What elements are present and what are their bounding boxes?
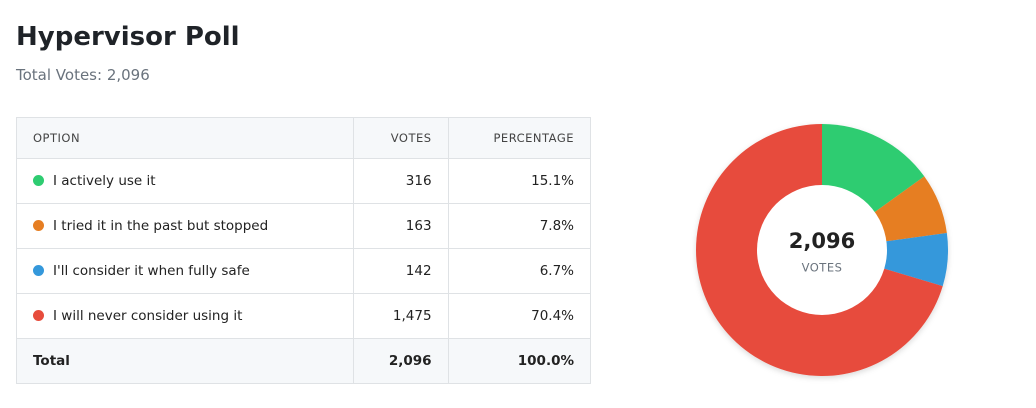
votes-cell: 142	[352, 248, 449, 294]
total-row: Total 2,096 100.0%	[16, 338, 592, 384]
title: Hypervisor Poll	[16, 22, 240, 52]
option-row: I actively use it 316 15.1%	[16, 158, 592, 204]
option-row: I'll consider it when fully safe 142 6.7%	[16, 248, 592, 294]
column-header: PERCENTAGE	[447, 117, 592, 159]
percentage-cell: 7.8%	[447, 203, 592, 249]
column-header: VOTES	[352, 117, 449, 159]
option-row: I tried it in the past but stopped 163 7.8…	[16, 203, 592, 249]
column-header: OPTION	[16, 117, 354, 159]
center-value: 2,096	[789, 229, 855, 253]
color-dot	[33, 220, 44, 231]
option-label: I actively use it	[53, 173, 156, 189]
percentage-cell: 15.1%	[447, 158, 592, 204]
color-dot	[33, 175, 44, 186]
option-cell: I actively use it	[16, 158, 354, 204]
votes-cell: 316	[352, 158, 449, 204]
center-label: VOTES	[802, 261, 843, 275]
total-label: Total	[16, 338, 354, 384]
table-body: I actively use it 316 15.1% I tried it in t…	[16, 158, 592, 384]
donut-chart: 2,096 VOTES	[696, 124, 948, 376]
option-label: I'll consider it when fully safe	[53, 263, 250, 279]
option-label: I will never consider using it	[53, 308, 243, 324]
option-row: I will never consider using it 1,475 70.4%	[16, 293, 592, 339]
percentage-cell: 70.4%	[447, 293, 592, 339]
votes-cell: 163	[352, 203, 449, 249]
subtitle: Total Votes: 2,096	[16, 66, 150, 84]
color-dot	[33, 310, 44, 321]
option-cell: I'll consider it when fully safe	[16, 248, 354, 294]
header-row: OPTION VOTES PERCENTAGE	[16, 117, 592, 159]
total-votes: 2,096	[352, 338, 449, 384]
color-dot	[33, 265, 44, 276]
poll-table: OPTION VOTES PERCENTAGE I actively use it 3…	[16, 117, 592, 384]
option-label: I tried it in the past but stopped	[53, 218, 269, 234]
donut-hole	[757, 185, 887, 315]
total-percentage: 100.0%	[447, 338, 592, 384]
percentage-cell: 6.7%	[447, 248, 592, 294]
option-cell: I tried it in the past but stopped	[16, 203, 354, 249]
votes-cell: 1,475	[352, 293, 449, 339]
option-cell: I will never consider using it	[16, 293, 354, 339]
